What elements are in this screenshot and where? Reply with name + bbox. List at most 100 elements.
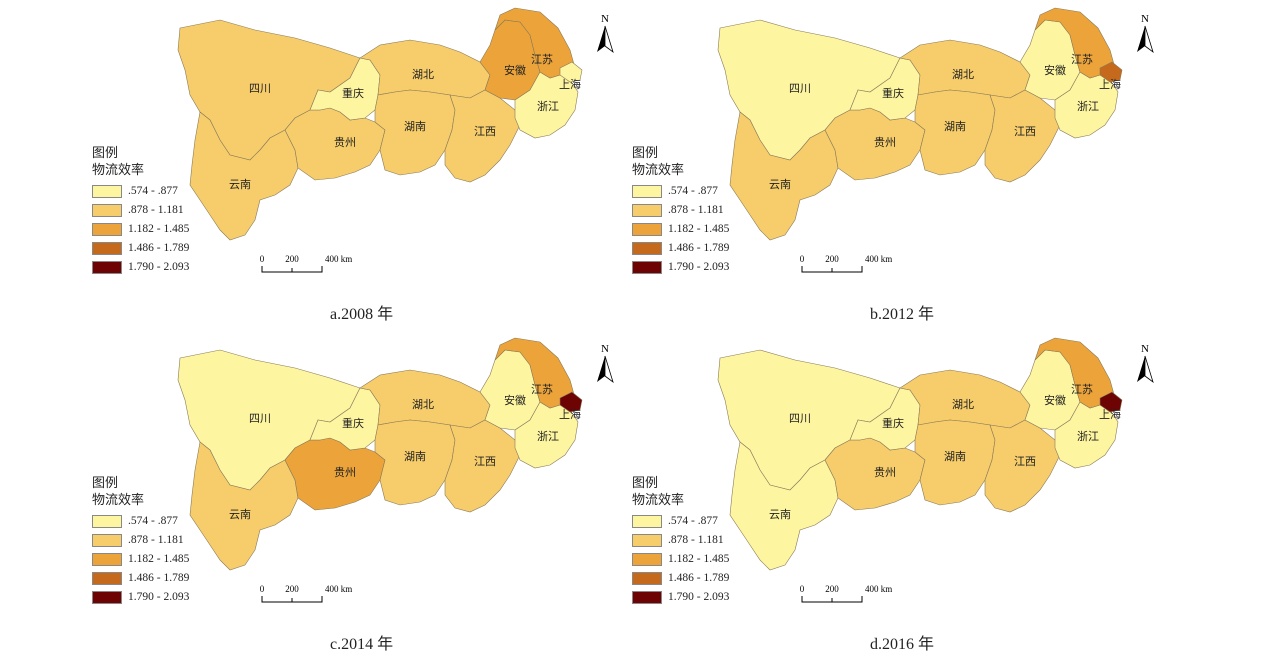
province-label-anhui: 安徽 [504, 393, 526, 407]
province-label-sichuan: 四川 [249, 412, 271, 425]
panel-caption: d.2016 年 [870, 636, 935, 653]
legend-swatch [92, 572, 122, 585]
province-label-guizhou: 贵州 [334, 466, 356, 479]
province-label-yunnan: 云南 [229, 508, 251, 521]
legend-item: 1.182 - 1.485 [92, 550, 189, 569]
scale-bar: 0 200 400 km [260, 584, 352, 603]
province-shanghai [559, 61, 583, 83]
scale-bar: 0 200 400 km [260, 254, 352, 273]
legend-swatch [632, 534, 662, 547]
legend-swatch [632, 553, 662, 566]
province-label-chongqing: 重庆 [342, 86, 364, 100]
province-label-hunan: 湖南 [944, 450, 966, 463]
legend-item: .878 - 1.181 [92, 201, 189, 220]
north-arrow-icon: N [1137, 343, 1154, 384]
province-label-hunan: 湖南 [944, 120, 966, 133]
province-yunnan [189, 441, 299, 571]
province-hunan [914, 89, 996, 176]
legend-swatch [632, 204, 662, 217]
legend-label: 1.486 - 1.789 [668, 242, 730, 254]
legend-label: 1.790 - 2.093 [668, 261, 730, 273]
province-shanghai [559, 391, 583, 413]
scale-bar: 0 200 400 km [800, 254, 892, 273]
legend-label: 1.790 - 2.093 [128, 591, 190, 603]
province-label-jiangxi: 江西 [474, 125, 496, 138]
legend-item: .574 - .877 [632, 512, 729, 531]
province-label-jiangsu: 江苏 [531, 53, 553, 66]
legend-label: 1.182 - 1.485 [128, 553, 190, 565]
panel-caption: c.2014 年 [330, 636, 394, 653]
legend-item: .574 - .877 [92, 512, 189, 531]
panel-caption: b.2012 年 [870, 306, 935, 323]
scale-label-200: 200 [825, 254, 839, 264]
legend-item: 1.790 - 2.093 [92, 588, 189, 607]
legend-label: 1.790 - 2.093 [128, 261, 190, 273]
legend-swatch [92, 591, 122, 604]
legend-subtitle: 物流效率 [632, 163, 685, 178]
province-label-chongqing: 重庆 [882, 86, 904, 100]
legend-item: 1.486 - 1.789 [92, 239, 189, 258]
legend-label: .878 - 1.181 [668, 534, 724, 546]
legend-subtitle: 物流效率 [92, 493, 145, 508]
map-panel-2014: 四川 云南 贵州 重庆 湖北 湖南 江西 安徽 浙江 江苏 上海 N 0 200 400 km 图例 物流效率.… [80, 330, 660, 653]
legend-swatch [92, 204, 122, 217]
legend-item: 1.486 - 1.789 [92, 569, 189, 588]
svg-text:N: N [1141, 13, 1149, 25]
province-label-guizhou: 贵州 [874, 466, 896, 479]
province-label-guizhou: 贵州 [334, 136, 356, 149]
province-label-yunnan: 云南 [769, 508, 791, 521]
legend-item: .878 - 1.181 [632, 531, 729, 550]
province-label-chongqing: 重庆 [882, 416, 904, 430]
legend-label: .878 - 1.181 [128, 534, 184, 546]
legend-swatch [92, 185, 122, 198]
legend-item: 1.486 - 1.789 [632, 569, 729, 588]
legend-title: 图例 [632, 146, 659, 161]
legend-item: .574 - .877 [632, 182, 729, 201]
scale-label-0: 0 [260, 584, 265, 594]
legend-swatch [632, 223, 662, 236]
scale-label-400: 400 km [865, 254, 892, 264]
svg-text:N: N [601, 13, 609, 25]
legend-swatch [632, 572, 662, 585]
legend-label: .574 - .877 [668, 185, 718, 197]
province-label-anhui: 安徽 [504, 63, 526, 77]
province-yunnan [189, 111, 299, 241]
legend-swatch [632, 242, 662, 255]
legend-swatch [92, 553, 122, 566]
legend-label: 1.790 - 2.093 [668, 591, 730, 603]
legend-item: 1.182 - 1.485 [632, 550, 729, 569]
province-yunnan [729, 111, 839, 241]
legend-label: 1.486 - 1.789 [668, 572, 730, 584]
province-label-jiangsu: 江苏 [1071, 383, 1093, 396]
province-label-jiangsu: 江苏 [1071, 53, 1093, 66]
province-label-anhui: 安徽 [1044, 63, 1066, 77]
legend-swatch [92, 242, 122, 255]
province-label-jiangxi: 江西 [1014, 125, 1036, 138]
legend-subtitle: 物流效率 [632, 493, 685, 508]
legend-swatch [92, 261, 122, 274]
province-label-hunan: 湖南 [404, 120, 426, 133]
scale-bar: 0 200 400 km [800, 584, 892, 603]
scale-label-400: 400 km [865, 584, 892, 594]
province-label-hubei: 湖北 [952, 68, 974, 81]
legend-swatch [632, 591, 662, 604]
province-label-shanghai: 上海 [559, 77, 581, 91]
legend-item: 1.486 - 1.789 [632, 239, 729, 258]
map-legend: 图例 物流效率 .574 - .877 .878 - 1.181 1.182 - 1.4… [92, 145, 189, 277]
map-panel-2008: 四川 云南 贵州 重庆 湖北 湖南 江西 安徽 浙江 江苏 上海 N 0 200 400 km 图例 物流效率.… [80, 0, 660, 323]
legend-label: .574 - .877 [128, 185, 178, 197]
legend-swatch [92, 223, 122, 236]
north-arrow-icon: N [1137, 13, 1154, 54]
legend-title: 图例 [632, 476, 659, 491]
panel-caption: a.2008 年 [330, 306, 394, 323]
province-label-jiangsu: 江苏 [531, 383, 553, 396]
province-label-anhui: 安徽 [1044, 393, 1066, 407]
province-hunan [374, 89, 456, 176]
legend-title: 图例 [92, 146, 119, 161]
province-label-zhejiang: 浙江 [537, 100, 559, 113]
province-label-zhejiang: 浙江 [1077, 430, 1099, 443]
